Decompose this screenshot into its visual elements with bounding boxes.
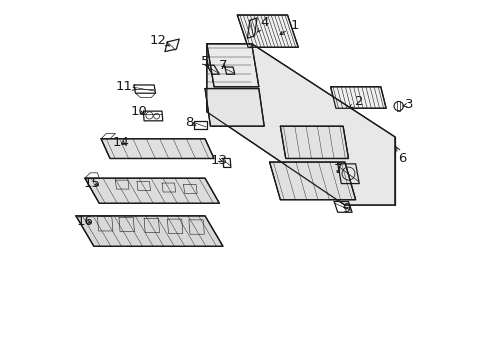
- Text: 15: 15: [83, 177, 101, 190]
- Text: 14: 14: [112, 136, 129, 149]
- Text: 10: 10: [130, 105, 147, 118]
- Text: 6: 6: [396, 147, 406, 165]
- Text: 9: 9: [342, 202, 350, 215]
- Text: 13: 13: [210, 154, 227, 167]
- Text: 16: 16: [76, 215, 93, 228]
- Text: 12: 12: [150, 33, 169, 47]
- Polygon shape: [85, 178, 219, 203]
- Polygon shape: [76, 216, 223, 246]
- Text: 5: 5: [201, 55, 209, 68]
- Text: 7: 7: [218, 59, 227, 72]
- Polygon shape: [280, 126, 348, 158]
- Text: 1: 1: [280, 19, 298, 35]
- Polygon shape: [206, 44, 258, 87]
- Polygon shape: [204, 89, 264, 126]
- Polygon shape: [237, 15, 298, 47]
- Text: 7: 7: [333, 163, 341, 176]
- Text: 3: 3: [402, 98, 413, 111]
- Polygon shape: [269, 162, 355, 200]
- Text: 4: 4: [257, 16, 268, 32]
- Polygon shape: [101, 139, 214, 158]
- Polygon shape: [206, 44, 394, 205]
- Text: 11: 11: [116, 80, 136, 93]
- Text: 2: 2: [348, 95, 363, 108]
- Text: 8: 8: [184, 116, 196, 129]
- Polygon shape: [330, 87, 386, 108]
